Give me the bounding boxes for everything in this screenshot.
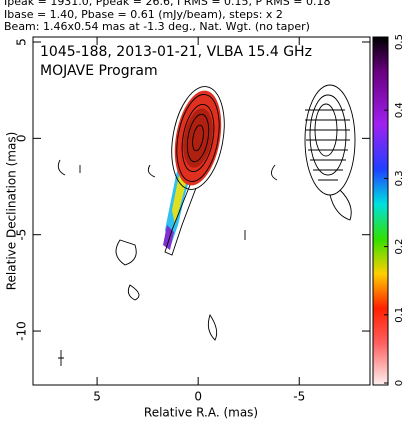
- image: [163, 90, 222, 250]
- colorbar-tick-label: 0: [394, 380, 405, 386]
- y-tick-label: -5: [15, 229, 29, 241]
- colorbar-tick-label: 0.1: [394, 307, 405, 323]
- colorbar-tick-label: 0.5: [394, 34, 405, 50]
- x-axis-label: Relative R.A. (mas): [144, 406, 258, 420]
- map-title: 1045-188, 2013-01-21, VLBA 15.4 GHz: [40, 44, 312, 60]
- x-tick-label: 0: [194, 390, 202, 404]
- contours: [57, 84, 356, 366]
- header-line: Beam: 1.46x0.54 mas at -1.3 deg., Nat. W…: [4, 20, 310, 33]
- plot-frame: [32, 36, 371, 386]
- header-line: Ibase = 1.40, Pbase = 0.61 (mJy/beam), s…: [4, 8, 283, 21]
- y-tick-label: 0: [15, 135, 29, 143]
- y-axis-label: Relative Declination (mas): [5, 132, 19, 291]
- map-subtitle: MOJAVE Program: [40, 63, 158, 79]
- x-tick-label: 5: [93, 390, 101, 404]
- axes: 5 0 -5 5 0 -5 -10 0 0.1 0.2 0.3 0.4 0.5: [15, 34, 406, 403]
- colorbar-tick-label: 0.2: [394, 239, 405, 255]
- colorbar-tick-label: 0.4: [394, 102, 405, 118]
- x-tick-label: -5: [293, 390, 305, 404]
- colorbar: [372, 36, 389, 386]
- header-line: Ipeak = 1931.0, Ppeak = 26.6, I RMS = 0.…: [4, 0, 331, 8]
- y-tick-label: -10: [15, 321, 29, 341]
- colorbar-tick-label: 0.3: [394, 170, 405, 186]
- y-tick-label: 5: [15, 38, 29, 46]
